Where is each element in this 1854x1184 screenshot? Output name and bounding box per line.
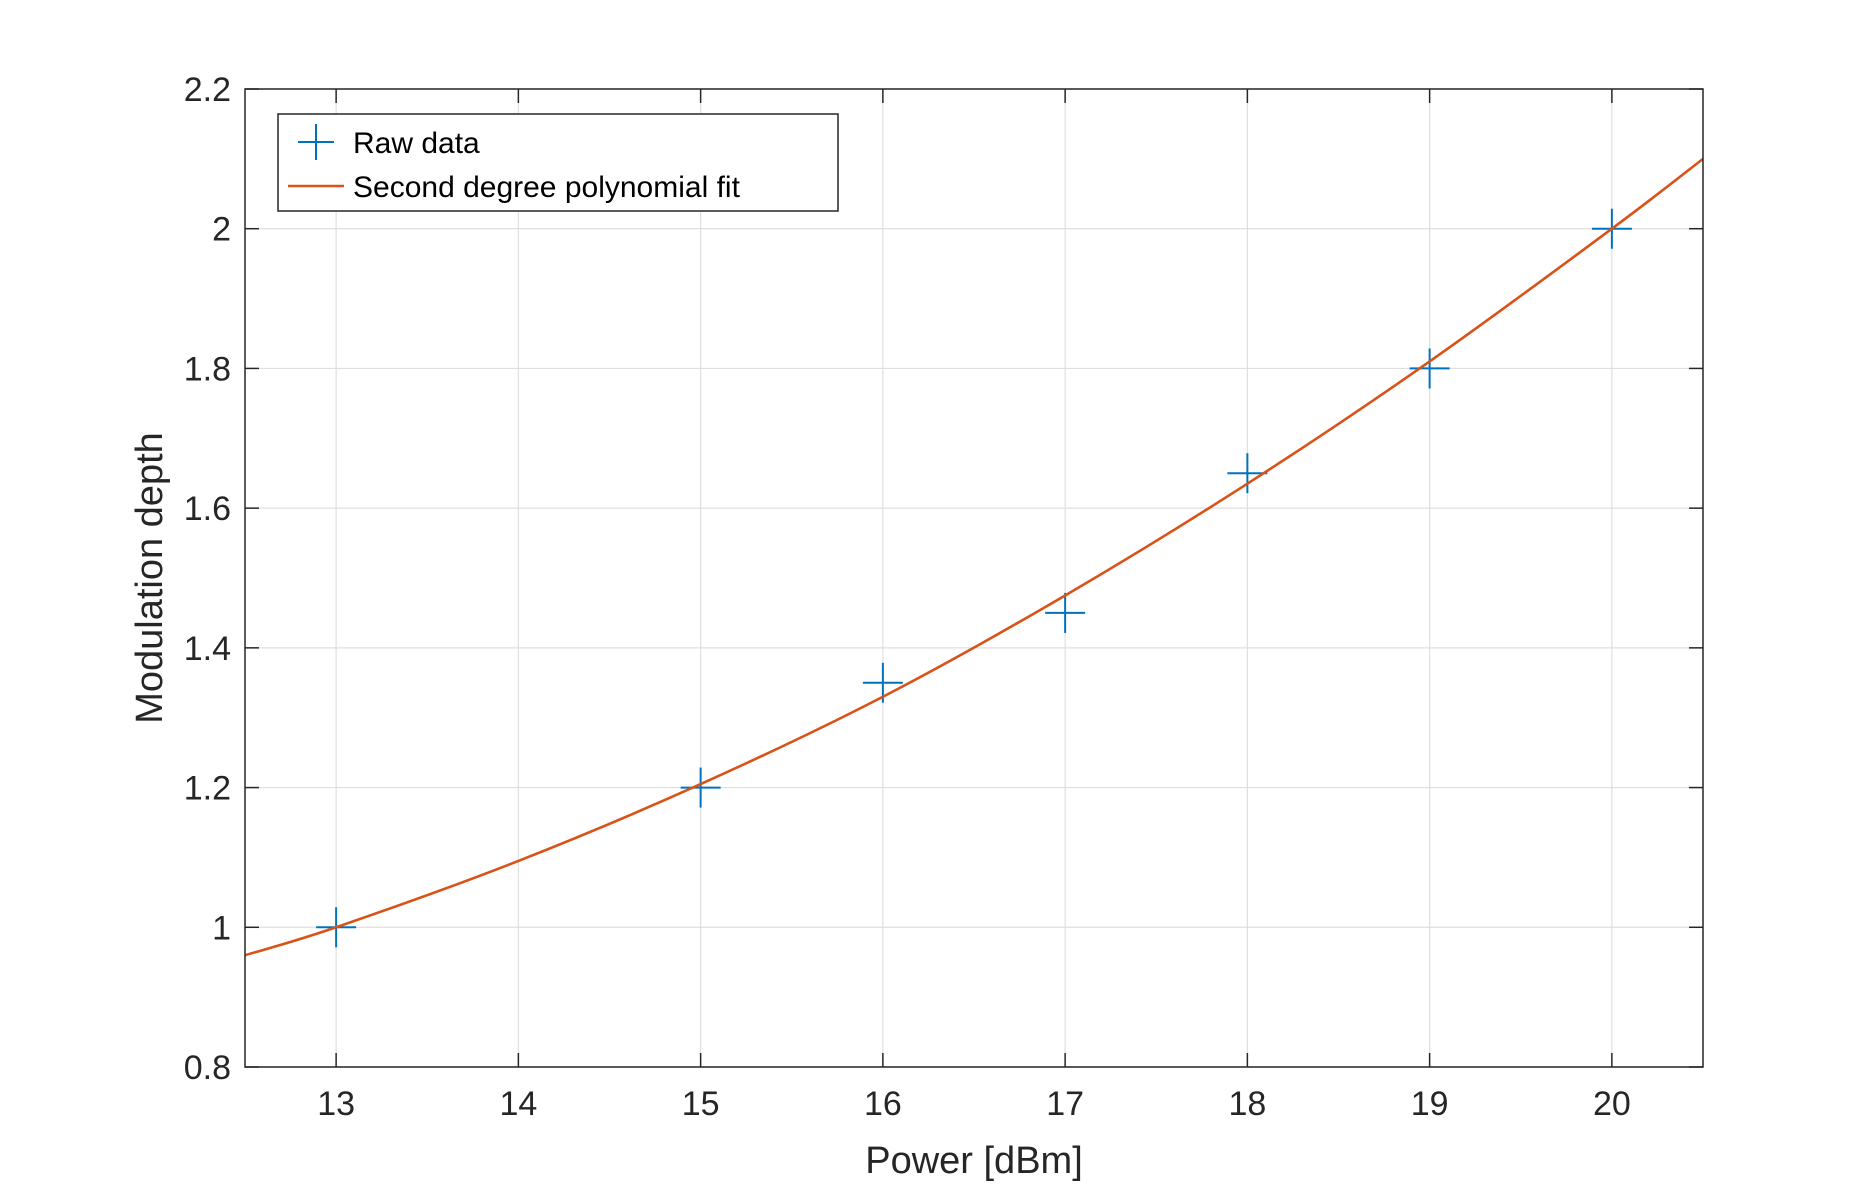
x-tick-label: 13	[317, 1085, 355, 1123]
data-point-marker	[1409, 348, 1450, 389]
fit-line	[245, 157, 1703, 957]
data-point-marker	[680, 767, 721, 808]
y-tick-label: 1.6	[184, 490, 231, 528]
x-tick-label: 15	[682, 1085, 720, 1123]
y-tick-label: 2	[212, 211, 231, 249]
series-layer	[245, 157, 1703, 957]
legend-entry-raw-data: Raw data	[298, 124, 480, 160]
y-tick-label: 2.2	[184, 71, 231, 109]
y-tick-label: 0.8	[184, 1049, 231, 1087]
plot-frame	[244, 88, 1704, 1068]
data-point-marker	[1227, 453, 1268, 494]
legend-entry-polynomial-fit: Second degree polynomial fit	[288, 171, 741, 204]
x-axis-label: Power [dBm]	[865, 1140, 1083, 1182]
x-tick-label: 20	[1593, 1085, 1631, 1123]
data-point-marker	[1045, 592, 1086, 633]
legend-marker-plus	[298, 124, 334, 160]
legend-label-polynomial-fit: Second degree polynomial fit	[353, 171, 741, 204]
x-tick-label: 14	[499, 1085, 537, 1123]
x-tick-label: 16	[864, 1085, 902, 1123]
x-tick-label: 18	[1228, 1085, 1266, 1123]
y-tick-label: 1.4	[184, 630, 231, 668]
raw-data-markers	[316, 208, 1632, 948]
legend-label-raw-data: Raw data	[353, 127, 480, 160]
legend: Raw data Second degree polynomial fit	[277, 113, 839, 212]
legend-box	[277, 113, 839, 212]
y-tick-label: 1	[212, 909, 231, 947]
x-tick-label: 19	[1411, 1085, 1449, 1123]
y-axis-label: Modulation depth	[129, 432, 171, 724]
y-tick-label: 1.8	[184, 350, 231, 388]
y-tick-label: 1.2	[184, 770, 231, 808]
tick-labels: 13 14 15 16 17 18 19 20 0.8 1 1.2 1.4 1.6 1.8 2 2.2	[184, 71, 1631, 1123]
ticks	[245, 88, 1703, 1068]
x-tick-label: 17	[1046, 1085, 1084, 1123]
